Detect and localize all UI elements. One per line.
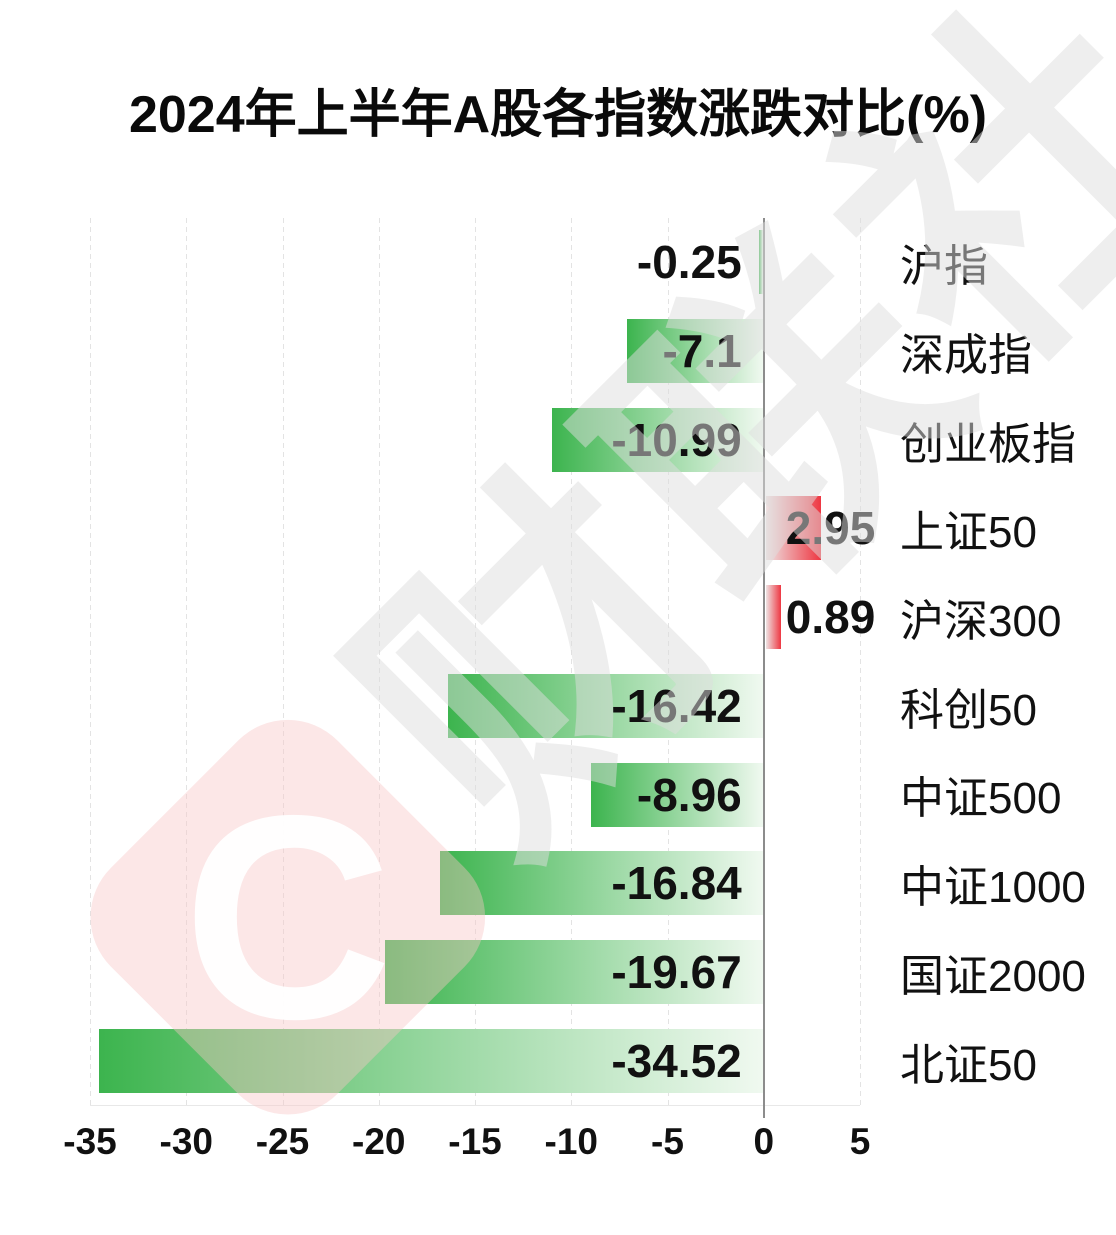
grid-line [378, 218, 380, 1105]
bar [552, 407, 763, 472]
bar [385, 939, 763, 1004]
value-label: -16.84 [611, 857, 742, 910]
bar [447, 673, 763, 738]
category-label: 中证1000 [900, 863, 1086, 913]
zero-axis-line [762, 218, 765, 1118]
x-tick-label: -30 [159, 1121, 213, 1162]
value-label: 2.95 [785, 502, 876, 555]
x-tick-label: 5 [849, 1121, 871, 1162]
bar [439, 851, 763, 916]
category-label: 深成指 [900, 331, 1032, 381]
x-tick-label: -15 [448, 1121, 502, 1162]
category-label: 国证2000 [900, 951, 1086, 1001]
bar [765, 496, 821, 561]
bar [591, 762, 763, 827]
x-tick-label: -10 [544, 1121, 598, 1162]
category-label: 沪深300 [900, 597, 1062, 647]
category-label: 创业板指 [900, 419, 1076, 469]
x-tick-label: -35 [63, 1121, 117, 1162]
x-tick-label: -20 [352, 1121, 406, 1162]
grid-line [860, 218, 861, 1105]
grid-line [667, 218, 669, 1105]
x-tick-label: 0 [753, 1121, 775, 1162]
value-label: -7.1 [662, 325, 742, 378]
category-label: 科创50 [900, 685, 1037, 735]
value-label: -16.42 [611, 679, 742, 732]
category-label: 沪指 [900, 242, 988, 292]
value-label: -8.96 [636, 768, 742, 821]
value-label: -10.99 [611, 413, 742, 466]
category-axis: 沪指深成指创业板指上证50 沪深300 科创50 中证500 中证1000 国证2000 北… [900, 218, 1116, 1105]
grid-line [571, 218, 573, 1105]
category-label: 中证500 [900, 774, 1062, 824]
grid-line [90, 218, 91, 1105]
bar [758, 230, 763, 295]
value-label: 0.89 [785, 591, 876, 644]
x-tick-label: -25 [255, 1121, 310, 1162]
bar [765, 585, 781, 650]
grid-line [282, 218, 284, 1105]
category-label: 北证50 [900, 1040, 1037, 1090]
value-label: -19.67 [611, 945, 742, 998]
bar [627, 319, 763, 384]
value-label: -34.52 [611, 1034, 742, 1087]
grid-line [475, 218, 476, 1105]
plot-area: -0.25 -7.1 -10.99 2.95 0.89 -16.42 -8.96 -16.84… [90, 218, 875, 1118]
grid-line [186, 218, 188, 1105]
value-label: -0.25 [636, 236, 742, 289]
chart-title: 2024年上半年A股各指数涨跌对比(%) [128, 86, 988, 144]
x-tick-label: -5 [651, 1121, 684, 1162]
x-axis: -35 -30 -25 -20 -15 -10 -5 0 5 [63, 1121, 870, 1172]
category-label: 上证50 [900, 508, 1037, 558]
bar [99, 1028, 763, 1093]
